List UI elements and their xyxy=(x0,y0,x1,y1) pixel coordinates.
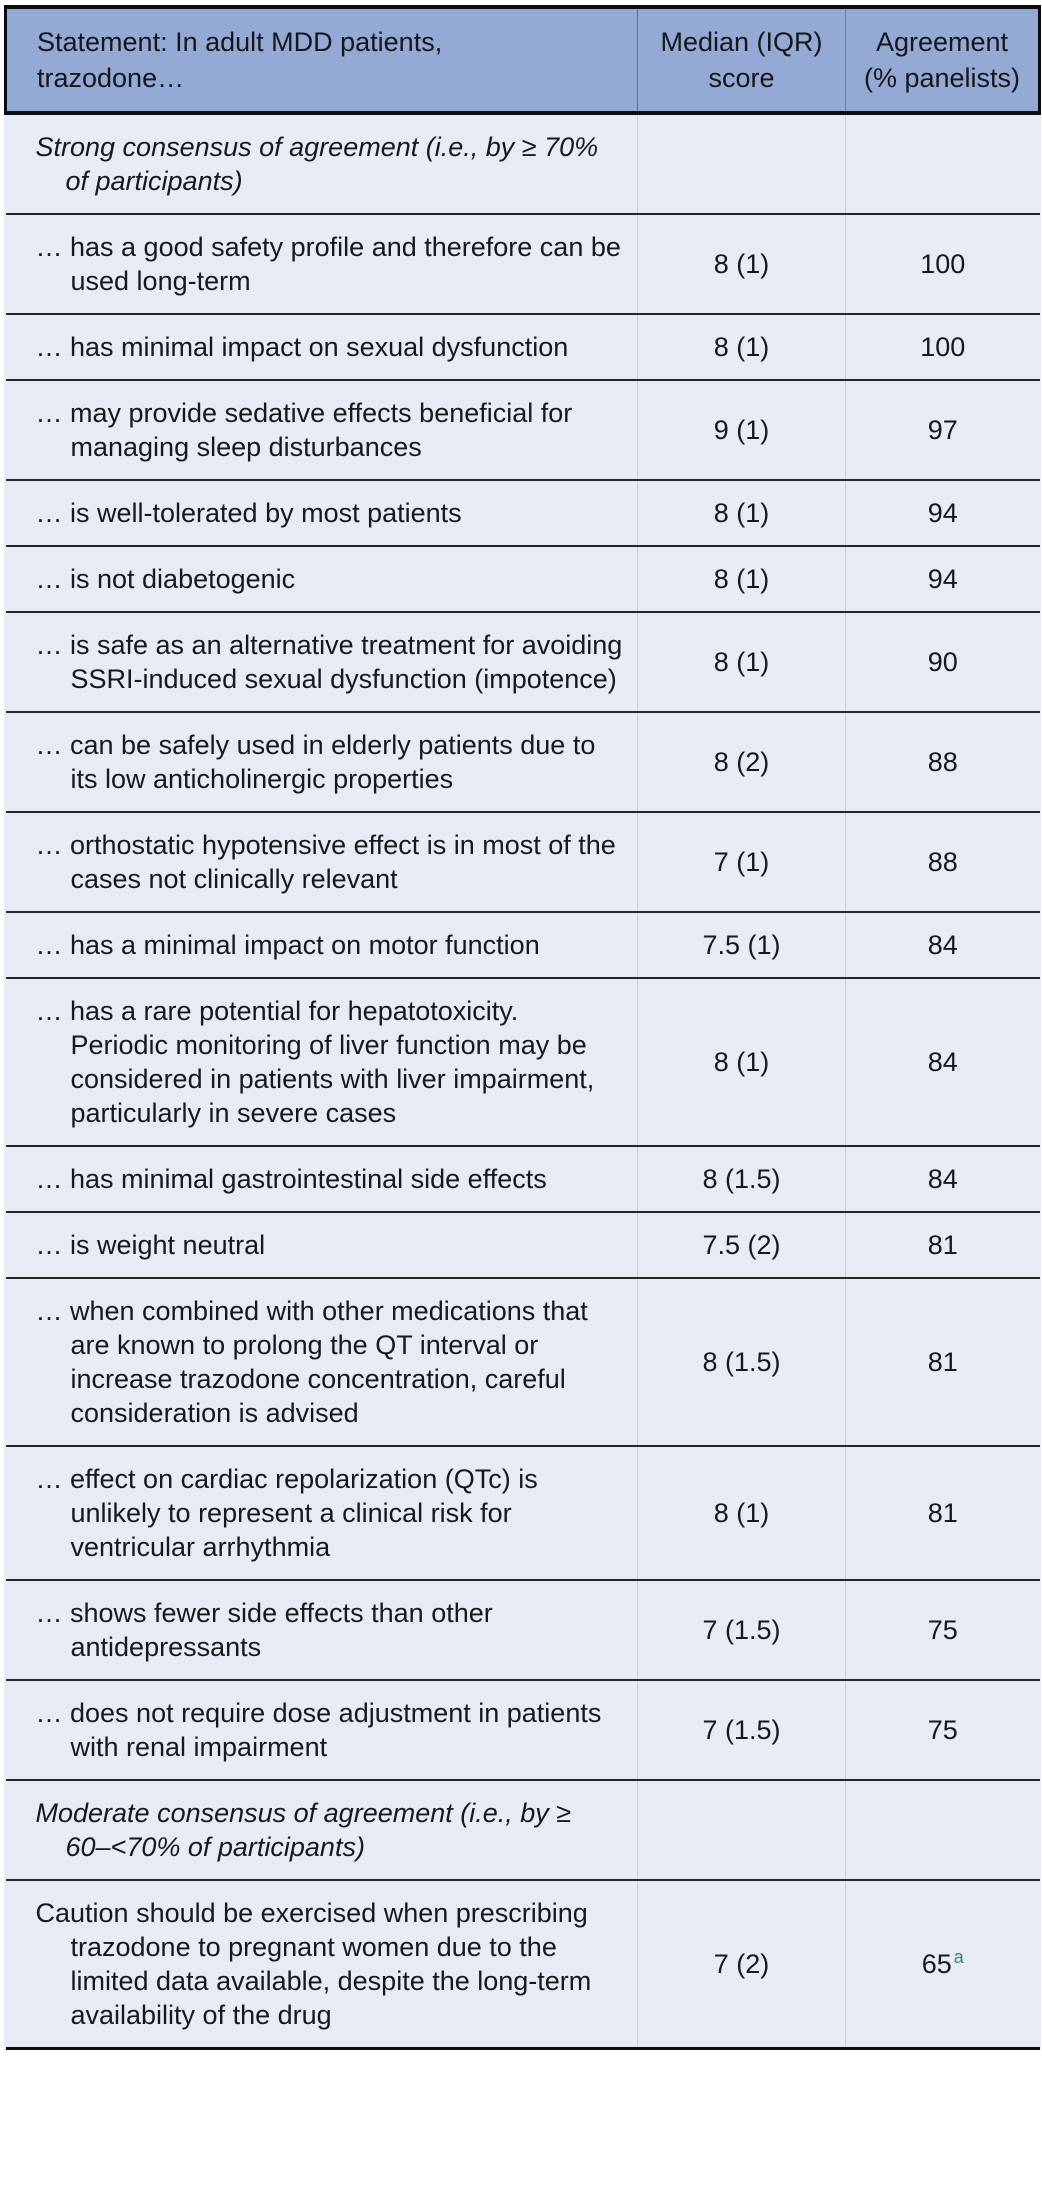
footnote-marker: a xyxy=(953,1947,964,1967)
statement-cell: … shows fewer side effects than other an… xyxy=(5,1579,638,1680)
statement-cell: … does not require dose adjustment in pa… xyxy=(5,1679,638,1780)
agreement-cell: 100 xyxy=(845,313,1040,380)
agreement-cell: 88 xyxy=(845,811,1040,912)
agreement-cell: 84 xyxy=(845,911,1040,978)
statement-cell: … has a minimal impact on motor function xyxy=(5,911,638,978)
empty-cell xyxy=(845,113,1040,214)
median-cell: 7.5 (1) xyxy=(637,911,846,978)
agreement-cell: 75 xyxy=(845,1579,1040,1680)
empty-cell xyxy=(637,1779,846,1880)
median-cell: 9 (1) xyxy=(637,379,846,480)
statement-cell: … has minimal gastrointestinal side effe… xyxy=(5,1145,638,1212)
section-title: Moderate consensus of agreement (i.e., b… xyxy=(5,1779,638,1880)
agreement-cell: 97 xyxy=(845,379,1040,480)
statement-cell: … is not diabetogenic xyxy=(5,545,638,612)
statement-row: Caution should be exercised when prescri… xyxy=(5,1879,1040,2050)
statement-cell: … is weight neutral xyxy=(5,1211,638,1278)
median-cell: 8 (1) xyxy=(637,213,846,314)
statement-cell: … can be safely used in elderly patients… xyxy=(5,711,638,812)
statement-row: … orthostatic hypotensive effect is in m… xyxy=(5,811,1040,912)
median-cell: 7 (1.5) xyxy=(637,1679,846,1780)
median-cell: 8 (1) xyxy=(637,977,846,1146)
median-cell: 7.5 (2) xyxy=(637,1211,846,1278)
empty-cell xyxy=(845,1779,1040,1880)
statement-row: … has a good safety profile and therefor… xyxy=(5,213,1040,314)
statement-row: … may provide sedative effects beneficia… xyxy=(5,379,1040,480)
statement-row: … can be safely used in elderly patients… xyxy=(5,711,1040,812)
statement-cell: … orthostatic hypotensive effect is in m… xyxy=(5,811,638,912)
agreement-cell: 65 a xyxy=(845,1879,1040,2050)
median-cell: 8 (1.5) xyxy=(637,1145,846,1212)
median-cell: 7 (1.5) xyxy=(637,1579,846,1680)
agreement-cell: 90 xyxy=(845,611,1040,712)
statement-cell: … when combined with other medications t… xyxy=(5,1277,638,1446)
median-cell: 8 (1) xyxy=(637,313,846,380)
table-header: Statement: In adult MDD patients, trazod… xyxy=(4,5,1041,115)
statement-cell: … is safe as an alternative treatment fo… xyxy=(5,611,638,712)
agreement-cell: 81 xyxy=(845,1211,1040,1278)
statement-row: … does not require dose adjustment in pa… xyxy=(5,1679,1040,1780)
statement-row: … is well-tolerated by most patients 8 (1… xyxy=(5,479,1040,546)
statement-cell: … has a rare potential for hepatotoxicit… xyxy=(5,977,638,1146)
median-cell: 8 (1) xyxy=(637,1445,846,1580)
agreement-cell: 81 xyxy=(845,1445,1040,1580)
median-cell: 7 (1) xyxy=(637,811,846,912)
statement-row: … is safe as an alternative treatment fo… xyxy=(5,611,1040,712)
section-header-row: Moderate consensus of agreement (i.e., b… xyxy=(5,1779,1040,1880)
median-cell: 7 (2) xyxy=(637,1879,846,2050)
agreement-cell: 88 xyxy=(845,711,1040,812)
header-statement: Statement: In adult MDD patients, trazod… xyxy=(4,5,638,115)
median-cell: 8 (1) xyxy=(637,479,846,546)
agreement-cell: 100 xyxy=(845,213,1040,314)
median-cell: 8 (2) xyxy=(637,711,846,812)
empty-cell xyxy=(637,113,846,214)
median-cell: 8 (1.5) xyxy=(637,1277,846,1446)
section-title: Strong consensus of agreement (i.e., by … xyxy=(5,113,638,214)
header-median-score: Median (IQR) score xyxy=(637,5,846,115)
agreement-cell: 84 xyxy=(845,977,1040,1146)
consensus-statements-table: Statement: In adult MDD patients, trazod… xyxy=(4,5,1041,2050)
agreement-cell: 84 xyxy=(845,1145,1040,1212)
median-cell: 8 (1) xyxy=(637,611,846,712)
statement-row: … has a minimal impact on motor function… xyxy=(5,911,1040,978)
table-body: Strong consensus of agreement (i.e., by … xyxy=(5,113,1040,2050)
statement-cell: Caution should be exercised when prescri… xyxy=(5,1879,638,2050)
agreement-cell: 94 xyxy=(845,545,1040,612)
statement-row: … when combined with other medications t… xyxy=(5,1277,1040,1446)
statement-cell: … is well-tolerated by most patients xyxy=(5,479,638,546)
statement-row: … effect on cardiac repolarization (QTc)… xyxy=(5,1445,1040,1580)
agreement-cell: 94 xyxy=(845,479,1040,546)
statement-row: … shows fewer side effects than other an… xyxy=(5,1579,1040,1680)
statement-row: … has a rare potential for hepatotoxicit… xyxy=(5,977,1040,1146)
statement-cell: … has minimal impact on sexual dysfuncti… xyxy=(5,313,638,380)
agreement-cell: 75 xyxy=(845,1679,1040,1780)
statement-row: … is not diabetogenic 8 (1) 94 xyxy=(5,545,1040,612)
median-cell: 8 (1) xyxy=(637,545,846,612)
statement-row: … has minimal impact on sexual dysfuncti… xyxy=(5,313,1040,380)
agreement-cell: 81 xyxy=(845,1277,1040,1446)
statement-cell: … may provide sedative effects beneficia… xyxy=(5,379,638,480)
statement-cell: … effect on cardiac repolarization (QTc)… xyxy=(5,1445,638,1580)
section-header-row: Strong consensus of agreement (i.e., by … xyxy=(5,113,1040,214)
header-row: Statement: In adult MDD patients, trazod… xyxy=(4,5,1041,115)
statement-cell: … has a good safety profile and therefor… xyxy=(5,213,638,314)
statement-row: … has minimal gastrointestinal side effe… xyxy=(5,1145,1040,1212)
header-agreement: Agreement (% panelists) xyxy=(845,5,1041,115)
statement-row: … is weight neutral 7.5 (2) 81 xyxy=(5,1211,1040,1278)
